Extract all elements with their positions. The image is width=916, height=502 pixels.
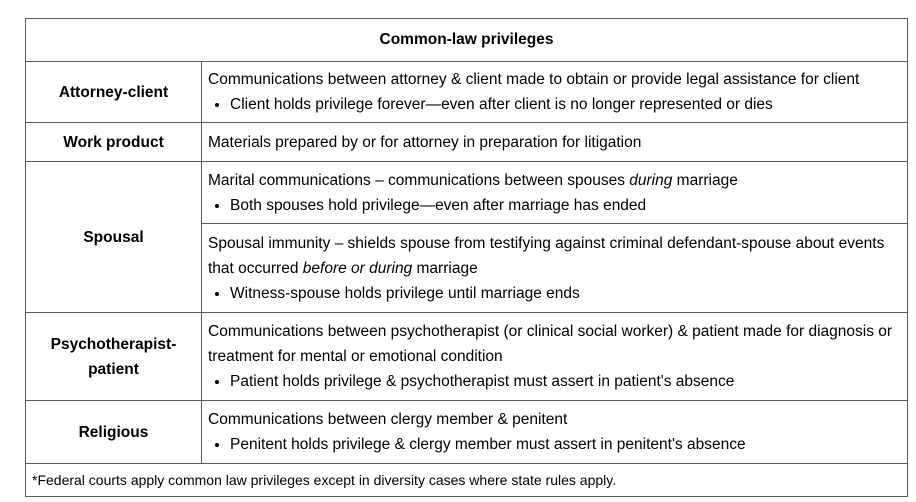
bullet-item: Patient holds privilege & psychotherapis…	[230, 369, 901, 394]
text-segment: Spousal immunity – shields spouse from t…	[208, 234, 885, 277]
footnote-row: *Federal courts apply common law privile…	[24, 463, 909, 497]
emphasis-text: before or during	[302, 259, 413, 277]
bullet-list: Client holds privilege forever—even afte…	[208, 92, 901, 117]
table-row: Spousal immunity – shields spouse from t…	[26, 223, 909, 313]
bullet-list: Both spouses hold privilege—even after m…	[208, 193, 901, 218]
text-segment: Marital communications – communications …	[208, 171, 630, 189]
bullet-list: Witness-spouse holds privilege until mar…	[208, 281, 901, 306]
row-description: Communications between attorney & client…	[200, 61, 909, 123]
row-label-religious: Religious	[25, 400, 202, 464]
table-row: Psychotherapist-patient Communications b…	[25, 312, 909, 401]
row-label-attorney-client: Attorney-client	[25, 61, 202, 123]
table-row: Religious Communications between clergy …	[25, 400, 909, 464]
bullet-item: Witness-spouse holds privilege until mar…	[230, 281, 901, 306]
row-description: Communications between clergy member & p…	[200, 400, 909, 464]
bullet-list: Patient holds privilege & psychotherapis…	[208, 369, 901, 394]
description-text: Communications between clergy member & p…	[208, 411, 568, 428]
bullet-item: Client holds privilege forever—even afte…	[230, 92, 901, 117]
description-text: Spousal immunity – shields spouse from t…	[208, 231, 901, 281]
row-description: Materials prepared by or for attorney in…	[200, 122, 909, 162]
bullet-item: Both spouses hold privilege—even after m…	[230, 193, 901, 218]
emphasis-text: during	[629, 171, 673, 189]
bullet-list: Penitent holds privilege & clergy member…	[208, 432, 901, 457]
description-text: Marital communications – communications …	[208, 168, 901, 193]
table-row: Work product Materials prepared by or fo…	[25, 122, 909, 162]
privileges-table-container: Common-law privileges Attorney-client Co…	[24, 18, 909, 497]
description-text: Communications between attorney & client…	[208, 71, 860, 88]
table-title-row: Common-law privileges	[24, 18, 909, 62]
table-title: Common-law privileges	[24, 18, 909, 62]
privileges-table: Common-law privileges Attorney-client Co…	[24, 18, 909, 497]
row-label-spousal: Spousal	[25, 161, 202, 313]
row-description-immunity: Spousal immunity – shields spouse from t…	[200, 223, 909, 313]
text-segment: marriage	[412, 259, 478, 277]
text-segment: marriage	[672, 171, 738, 189]
row-label-psychotherapist-patient: Psychotherapist-patient	[25, 312, 202, 401]
description-text: Communications between psychotherapist (…	[208, 323, 893, 365]
description-text: Materials prepared by or for attorney in…	[208, 133, 642, 151]
table-row: Spousal Marital communications – communi…	[25, 161, 909, 313]
row-label-work-product: Work product	[25, 122, 202, 162]
footnote: *Federal courts apply common law privile…	[24, 463, 909, 497]
table-row: Attorney-client Communications between a…	[25, 61, 909, 123]
row-description-marital: Marital communications – communications …	[200, 161, 909, 224]
bullet-item: Penitent holds privilege & clergy member…	[230, 432, 901, 457]
row-description: Communications between psychotherapist (…	[200, 312, 909, 401]
